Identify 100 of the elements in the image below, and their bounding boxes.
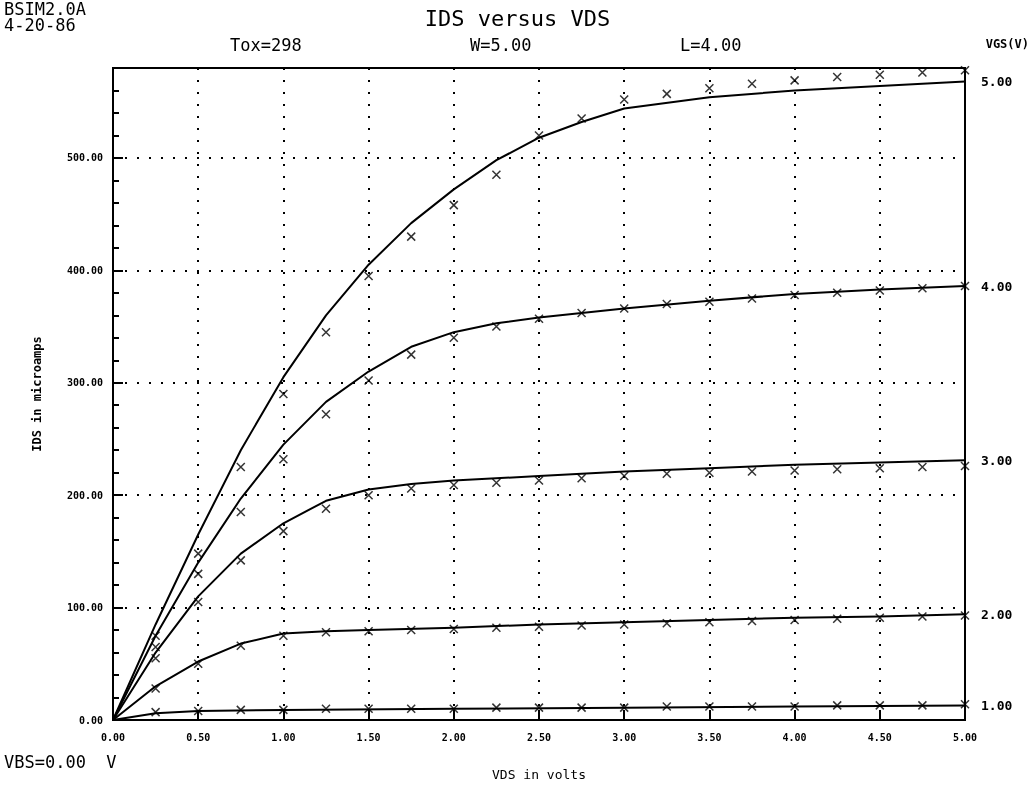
point — [747, 616, 757, 626]
point — [321, 704, 331, 714]
point — [278, 454, 289, 464]
point — [534, 702, 544, 713]
point — [960, 699, 970, 710]
point — [534, 475, 544, 486]
point — [363, 626, 374, 636]
point — [534, 130, 544, 141]
point — [960, 281, 970, 291]
series-label: 2.00 — [981, 606, 1013, 622]
x-tick-label: 4.00 — [782, 731, 807, 743]
point — [363, 490, 374, 500]
point — [449, 200, 459, 210]
point — [363, 271, 374, 281]
series-label: 1.00 — [981, 697, 1013, 713]
y-tick-label: 200.00 — [66, 489, 103, 501]
point — [150, 683, 161, 694]
y-tick-label: 100.00 — [66, 602, 103, 614]
point — [449, 333, 459, 343]
point — [449, 624, 459, 634]
point — [236, 705, 246, 715]
point — [619, 94, 629, 105]
point — [491, 623, 502, 633]
x-tick-label: 3.50 — [697, 731, 722, 743]
point — [406, 483, 416, 494]
point — [406, 625, 416, 635]
point — [960, 65, 970, 75]
x-tick-label: 0.00 — [100, 731, 126, 743]
point — [321, 627, 331, 638]
point — [832, 72, 842, 82]
point — [363, 704, 374, 714]
x-tick-label: 1.50 — [356, 731, 381, 743]
point — [236, 555, 246, 566]
point — [193, 569, 203, 579]
point — [875, 69, 885, 80]
point — [917, 283, 928, 294]
point — [789, 701, 800, 712]
point — [619, 702, 629, 713]
y-tick-label: 500.00 — [66, 152, 103, 164]
x-tick-label: 0.50 — [186, 731, 211, 743]
point — [704, 617, 715, 627]
point — [619, 303, 629, 314]
point — [832, 700, 842, 711]
point — [193, 548, 203, 559]
text: VBS=0.00 V — [4, 751, 117, 772]
point — [747, 701, 757, 712]
x-tick-label: 3.00 — [612, 731, 637, 743]
x-tick-label: 1.00 — [271, 731, 296, 743]
point — [236, 507, 246, 517]
point — [917, 611, 928, 622]
text: L=4.00 — [680, 34, 742, 55]
text: VGS(V) — [985, 37, 1030, 51]
point — [406, 231, 416, 242]
point — [278, 389, 289, 399]
text: Tox=298 — [230, 34, 302, 55]
series-label: 5.00 — [981, 73, 1013, 89]
point — [619, 471, 629, 481]
point — [363, 375, 374, 386]
chart-title: IDS versus VDS — [424, 5, 611, 31]
y-tick-label: 0.00 — [78, 714, 103, 726]
point — [662, 299, 672, 309]
x-tick-label: 2.50 — [526, 731, 552, 743]
point — [789, 465, 800, 476]
point — [491, 478, 502, 488]
point — [875, 285, 885, 296]
point — [321, 327, 331, 337]
point — [236, 462, 246, 472]
point — [789, 615, 800, 625]
point — [236, 641, 246, 651]
point — [704, 701, 715, 712]
point — [321, 409, 331, 419]
point — [960, 461, 970, 471]
point — [193, 706, 203, 716]
x-tick-label: 2.00 — [441, 731, 466, 743]
point — [875, 700, 885, 711]
point — [789, 75, 800, 86]
x-tick-label: 5.00 — [952, 731, 978, 743]
series-label: 4.00 — [981, 278, 1013, 294]
point — [747, 466, 757, 477]
y-axis-title: IDS in microamps — [30, 336, 44, 452]
point — [747, 293, 757, 304]
point — [832, 464, 842, 475]
point — [278, 630, 289, 641]
point — [789, 290, 800, 300]
point — [662, 89, 672, 99]
point — [534, 313, 544, 324]
point — [576, 308, 587, 318]
point — [875, 463, 885, 473]
x-axis-title: VDS in volts — [492, 767, 586, 782]
point — [576, 702, 587, 713]
point — [960, 610, 970, 621]
point — [449, 704, 459, 714]
point — [193, 597, 203, 607]
point — [747, 78, 757, 89]
point — [321, 503, 331, 514]
point — [534, 621, 544, 632]
point — [704, 83, 715, 93]
point — [832, 288, 842, 298]
point — [150, 707, 161, 717]
point — [491, 321, 502, 332]
